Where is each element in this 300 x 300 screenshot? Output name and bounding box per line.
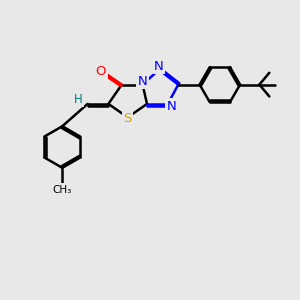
Text: N: N (167, 100, 176, 113)
Text: N: N (138, 74, 147, 88)
Text: S: S (124, 112, 132, 125)
Text: CH₃: CH₃ (53, 184, 72, 194)
Text: H: H (74, 93, 83, 106)
Text: N: N (154, 60, 164, 73)
Text: O: O (96, 65, 106, 78)
